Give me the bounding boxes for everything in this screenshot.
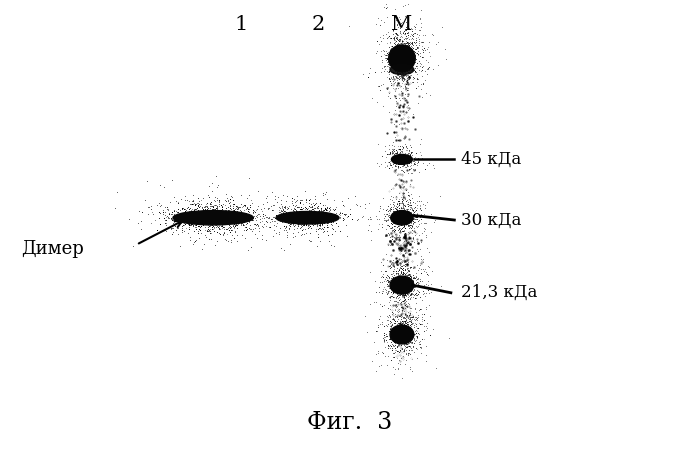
Ellipse shape	[390, 65, 414, 75]
Text: 2: 2	[312, 15, 324, 34]
Text: 30 кДа: 30 кДа	[461, 211, 521, 229]
Ellipse shape	[389, 45, 415, 72]
Text: 1: 1	[234, 15, 248, 34]
Text: Димер: Димер	[21, 240, 84, 258]
Text: Фиг.  3: Фиг. 3	[307, 410, 392, 434]
Text: 21,3 кДа: 21,3 кДа	[461, 283, 538, 300]
Ellipse shape	[390, 325, 414, 344]
Ellipse shape	[390, 276, 414, 294]
Text: M: M	[391, 15, 412, 34]
Ellipse shape	[391, 154, 412, 164]
Text: 45 кДа: 45 кДа	[461, 151, 521, 168]
Ellipse shape	[276, 211, 339, 224]
Ellipse shape	[391, 211, 413, 225]
Ellipse shape	[173, 211, 254, 225]
